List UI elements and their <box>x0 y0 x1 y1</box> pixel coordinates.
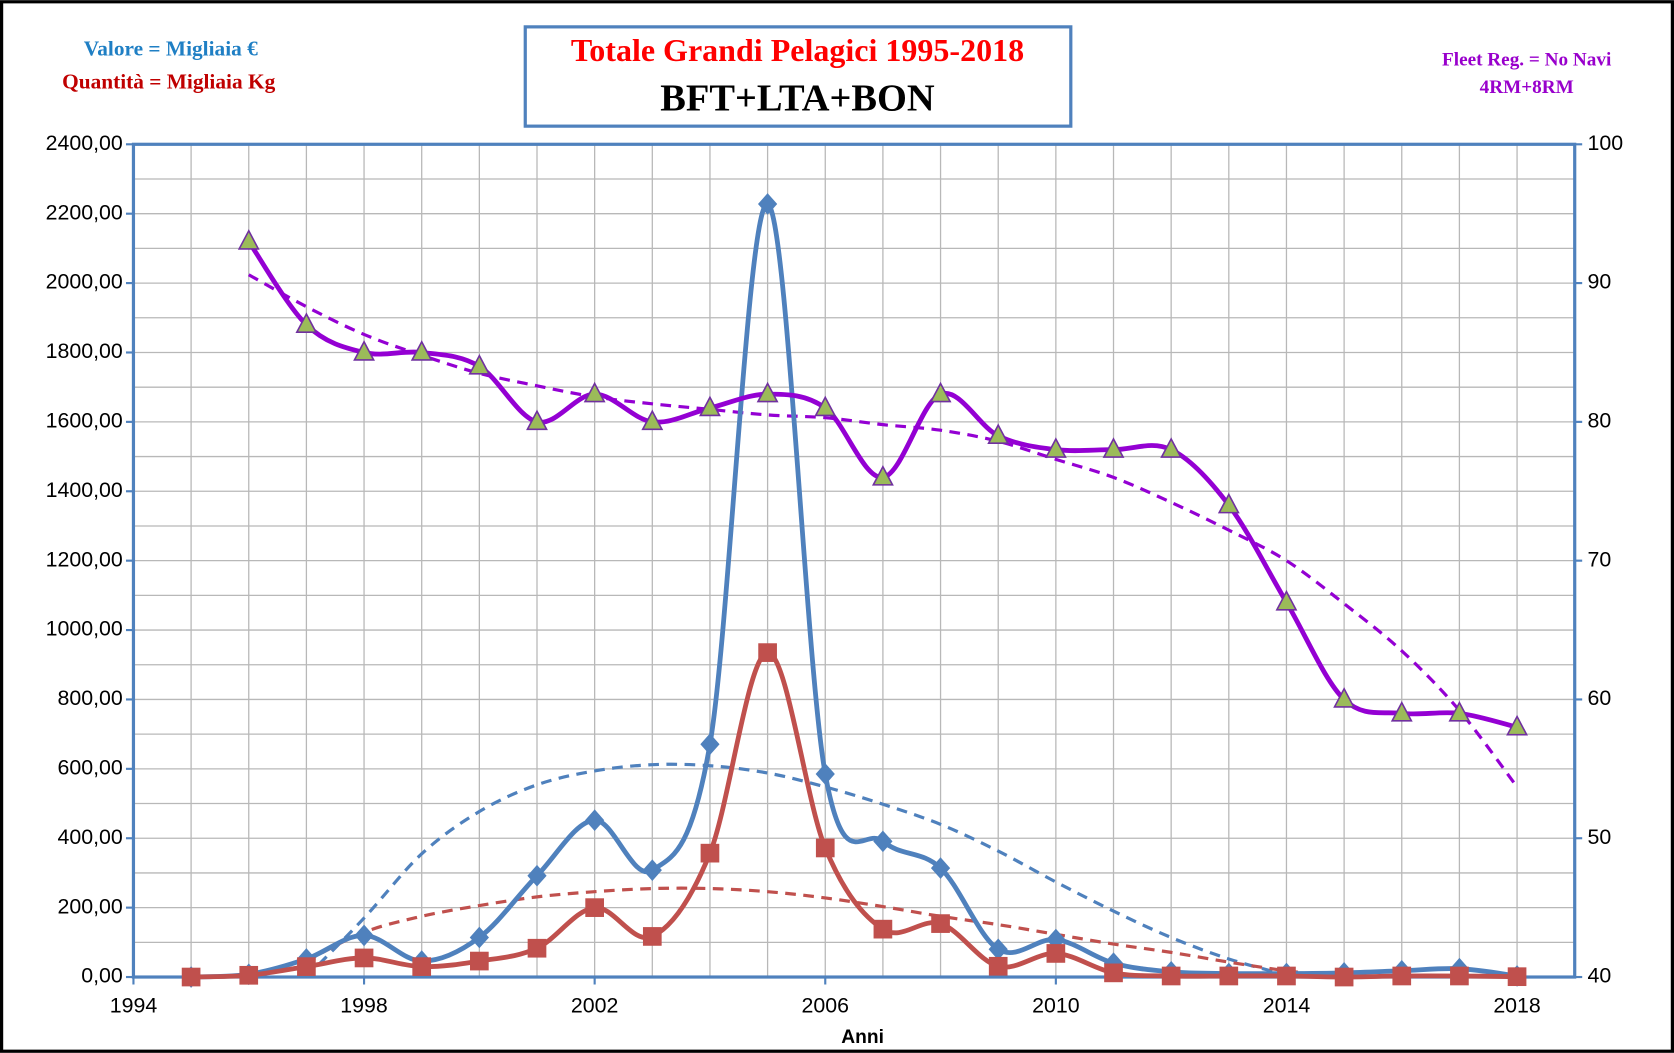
marker <box>699 395 721 417</box>
marker <box>181 967 201 987</box>
marker <box>1277 966 1296 986</box>
marker <box>1161 966 1181 986</box>
marker <box>585 898 604 917</box>
y-tick-label: 0,00 <box>81 964 123 988</box>
y2-tick-label: 90 <box>1588 270 1612 294</box>
series-line <box>191 650 1518 980</box>
marker <box>295 312 318 333</box>
marker <box>815 763 835 785</box>
marker <box>700 843 720 863</box>
y2-tick-label: 100 <box>1588 131 1624 155</box>
marker <box>469 926 489 949</box>
marker <box>410 340 433 361</box>
annotation: Fleet Reg. = No Navi <box>1442 49 1612 70</box>
x-axis-label: Anni <box>841 1027 884 1048</box>
marker <box>930 857 951 879</box>
marker <box>412 957 432 976</box>
marker <box>297 957 316 976</box>
y2-tick-label: 50 <box>1588 825 1612 849</box>
marker <box>237 229 260 250</box>
y-tick-label: 1000,00 <box>46 617 123 641</box>
marker <box>931 914 950 933</box>
marker <box>1104 963 1123 983</box>
trend-line <box>305 762 1287 979</box>
marker <box>1219 966 1239 986</box>
trend-line <box>305 886 1345 979</box>
marker <box>642 927 662 946</box>
x-tick-label: 1998 <box>340 994 387 1018</box>
marker <box>1448 700 1471 722</box>
marker <box>757 193 778 215</box>
marker <box>814 395 837 417</box>
annotation: Valore = Migliaia € <box>84 36 258 60</box>
annotation: Quantità = Migliaia Kg <box>62 69 275 93</box>
marker <box>585 809 605 832</box>
marker <box>583 381 606 403</box>
marker <box>1217 492 1240 514</box>
y-tick-label: 2400,00 <box>46 131 123 155</box>
marker <box>758 643 777 662</box>
marker <box>468 353 491 375</box>
x-tick-label: 1994 <box>110 994 158 1018</box>
marker <box>1506 714 1529 736</box>
y2-tick-label: 80 <box>1588 409 1612 433</box>
marker <box>1044 437 1067 458</box>
marker <box>1333 687 1356 708</box>
marker <box>929 381 952 403</box>
marker <box>1275 589 1298 611</box>
chart-subtitle: BFT+LTA+BON <box>660 77 935 119</box>
marker <box>641 409 664 431</box>
marker <box>873 919 893 939</box>
marker <box>470 951 489 971</box>
y2-tick-label: 40 <box>1588 964 1612 988</box>
marker <box>1160 437 1183 458</box>
marker <box>756 381 779 403</box>
x-tick-label: 2014 <box>1263 994 1311 1018</box>
y-tick-label: 2200,00 <box>46 200 123 224</box>
x-tick-label: 2002 <box>571 994 618 1018</box>
marker <box>1450 966 1469 986</box>
chart-title: Totale Grandi Pelagici 1995-2018 <box>571 32 1024 68</box>
y-tick-label: 1400,00 <box>46 478 123 502</box>
y2-tick-label: 70 <box>1588 547 1612 571</box>
y-tick-label: 2000,00 <box>46 270 123 294</box>
marker <box>239 965 259 985</box>
marker <box>1102 437 1125 458</box>
marker <box>642 859 662 881</box>
marker <box>873 830 893 853</box>
marker <box>1334 967 1354 987</box>
marker <box>1507 967 1527 987</box>
marker <box>1046 944 1066 963</box>
y-tick-label: 800,00 <box>57 686 122 710</box>
marker <box>353 340 375 361</box>
marker <box>871 465 894 486</box>
marker <box>815 838 835 858</box>
y-tick-label: 600,00 <box>57 755 122 779</box>
x-tick-label: 2010 <box>1032 994 1080 1018</box>
y-tick-label: 400,00 <box>57 825 122 849</box>
marker <box>1392 966 1412 986</box>
marker <box>987 423 1010 445</box>
marker <box>1390 700 1413 722</box>
marker <box>527 938 547 958</box>
marker <box>526 409 548 431</box>
marker <box>988 956 1008 976</box>
y2-tick-label: 60 <box>1588 686 1612 710</box>
y-tick-label: 1200,00 <box>46 547 123 571</box>
y-tick-label: 200,00 <box>57 894 122 918</box>
marker <box>527 864 547 887</box>
y-tick-label: 1800,00 <box>46 339 123 363</box>
marker <box>700 733 720 756</box>
annotation: 4RM+8RM <box>1480 77 1574 98</box>
title-box <box>523 25 1073 128</box>
x-tick-label: 2006 <box>802 994 849 1018</box>
x-tick-label: 2018 <box>1493 994 1540 1018</box>
marker <box>354 924 374 947</box>
marker <box>354 948 374 968</box>
y-tick-label: 1600,00 <box>46 409 123 433</box>
